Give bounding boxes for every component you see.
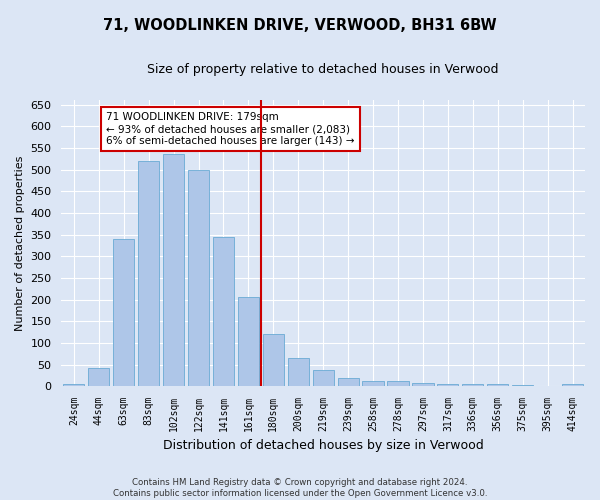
Bar	[388, 380, 409, 386]
Text: Contains HM Land Registry data © Crown copyright and database right 2024.
Contai: Contains HM Land Registry data © Crown c…	[113, 478, 487, 498]
Bar	[138, 161, 159, 386]
Bar	[313, 370, 334, 386]
Bar	[213, 236, 234, 386]
Y-axis label: Number of detached properties: Number of detached properties	[15, 156, 25, 331]
Bar	[113, 239, 134, 386]
X-axis label: Distribution of detached houses by size in Verwood: Distribution of detached houses by size …	[163, 440, 484, 452]
Bar	[188, 170, 209, 386]
Bar	[287, 358, 309, 386]
Bar	[163, 154, 184, 386]
Bar	[562, 384, 583, 386]
Bar	[238, 298, 259, 386]
Bar	[338, 378, 359, 386]
Bar	[487, 384, 508, 386]
Bar	[88, 368, 109, 386]
Bar	[462, 384, 484, 386]
Bar	[263, 334, 284, 386]
Text: 71, WOODLINKEN DRIVE, VERWOOD, BH31 6BW: 71, WOODLINKEN DRIVE, VERWOOD, BH31 6BW	[103, 18, 497, 32]
Title: Size of property relative to detached houses in Verwood: Size of property relative to detached ho…	[148, 62, 499, 76]
Bar	[63, 384, 85, 386]
Bar	[412, 383, 434, 386]
Bar	[437, 384, 458, 386]
Bar	[362, 381, 383, 386]
Text: 71 WOODLINKEN DRIVE: 179sqm
← 93% of detached houses are smaller (2,083)
6% of s: 71 WOODLINKEN DRIVE: 179sqm ← 93% of det…	[106, 112, 355, 146]
